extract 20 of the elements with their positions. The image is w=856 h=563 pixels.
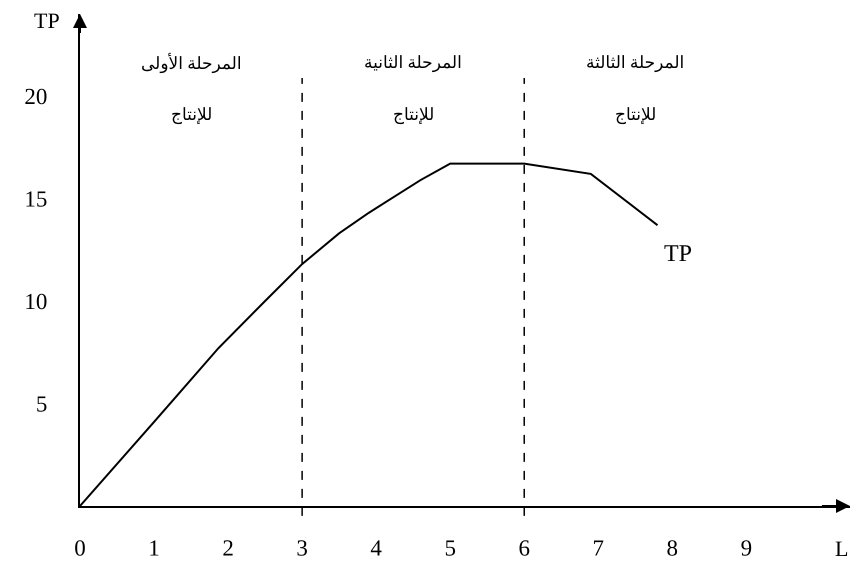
x-tick-label: 6 xyxy=(518,536,530,561)
x-tick-label: 3 xyxy=(296,536,308,561)
x-tick-label: 2 xyxy=(222,536,234,561)
series-label: TP xyxy=(664,241,692,267)
y-tick-label: 10 xyxy=(24,289,48,314)
text: المرحلة الأولى للإنتاج xyxy=(141,54,242,124)
text: المرحلة الثالثة للإنتاج xyxy=(586,53,684,124)
x-tick-label: 9 xyxy=(740,536,752,561)
y-tick-label: 20 xyxy=(24,84,48,110)
x-tick-label: 1 xyxy=(148,536,160,561)
y-tick-label: 15 xyxy=(24,186,48,212)
x-axis-title: L xyxy=(835,536,848,561)
text: المرحلة الثانية للإنتاج xyxy=(364,53,462,124)
x-tick-label: 5 xyxy=(444,536,456,561)
x-tick-label: 0 xyxy=(74,536,86,561)
x-tick-label: 7 xyxy=(592,536,604,561)
x-tick-label: 8 xyxy=(666,536,678,561)
x-tick-label: 4 xyxy=(370,536,382,561)
y-tick-label: 5 xyxy=(36,392,48,417)
y-axis-title: TP xyxy=(34,8,60,33)
